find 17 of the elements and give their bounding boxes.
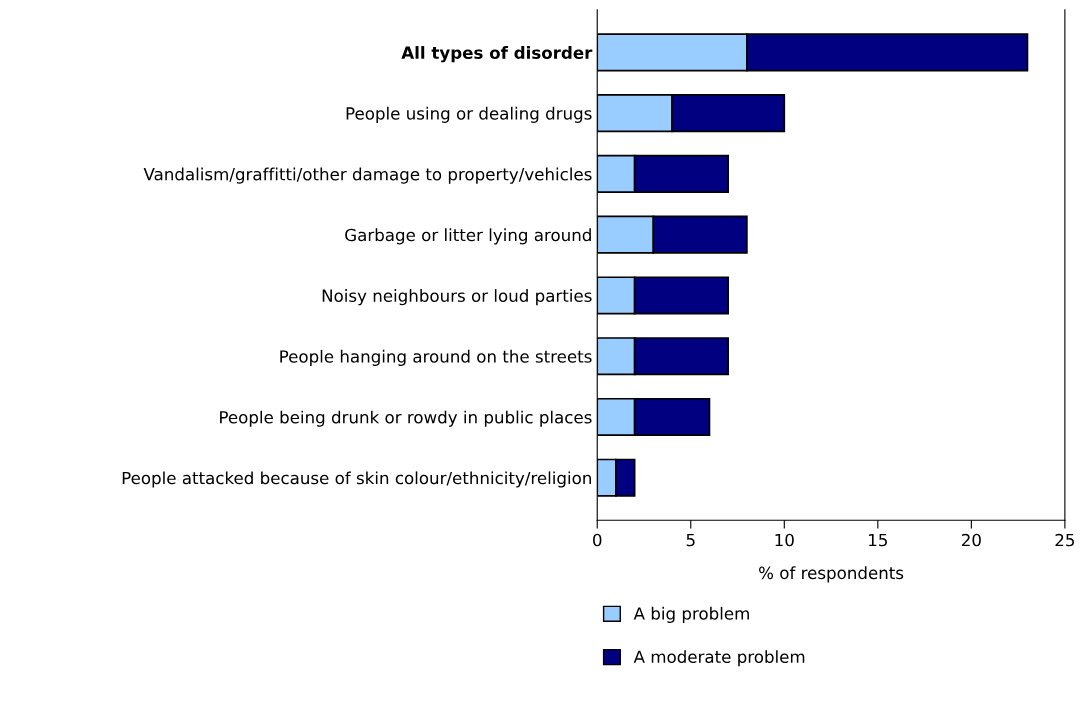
y-tick-label: Garbage or litter lying around (345, 228, 591, 245)
legend-label: A moderate problem (633, 650, 805, 667)
y-tick-label: People being drunk or rowdy in public places (220, 410, 592, 427)
y-tick-label: People attacked because of skin colour/ethnicity/religion (122, 471, 591, 488)
y-tick-label: People using or dealing drugs (346, 106, 592, 123)
y-tick-label: All types of disorder (401, 46, 593, 63)
legend-label: A big problem (633, 606, 749, 623)
x-tick-label: 15 (869, 533, 887, 547)
x-tick-label: 5 (686, 533, 695, 547)
x-tick-label: 20 (961, 533, 981, 547)
y-tick-label: People hanging around on the streets (280, 349, 592, 366)
x-tick-label: 25 (1055, 533, 1075, 547)
x-axis-title: % of respondents (759, 566, 904, 583)
y-tick-label: Noisy neighbours or loud parties (322, 289, 592, 306)
x-tick-label: 0 (593, 533, 602, 547)
x-tick-label: 10 (775, 533, 794, 547)
y-tick-label: Vandalism/graffitti/other damage to property/vehicles (143, 167, 592, 184)
